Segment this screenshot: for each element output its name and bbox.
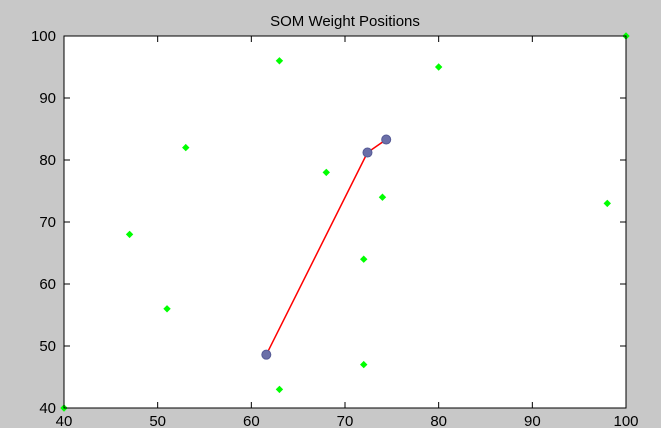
x-tick-label: 90	[524, 413, 541, 428]
input-point	[434, 63, 443, 71]
y-tick-label: 70	[39, 214, 56, 231]
input-point	[360, 255, 368, 263]
y-tick-label: 80	[39, 152, 56, 169]
weight-point	[362, 147, 373, 158]
y-tick-label: 100	[31, 28, 56, 45]
axis-layer: 40 50 60 70 80 90 100 40 50 60 70 80 90 100	[31, 28, 639, 428]
y-tick-label: 50	[39, 338, 56, 355]
weight-point	[261, 349, 272, 360]
x-tick-label: 80	[430, 413, 447, 428]
input-point	[275, 57, 284, 65]
input-point	[322, 168, 330, 177]
x-tick-label: 50	[149, 413, 166, 428]
input-point	[182, 143, 190, 152]
x-tick-label: 70	[337, 413, 354, 428]
input-point	[360, 360, 368, 369]
input-point	[275, 385, 284, 394]
input-point	[378, 193, 387, 201]
input-point	[603, 199, 611, 208]
input-point	[163, 305, 171, 313]
x-tick-label: 40	[56, 413, 73, 428]
points-layer	[60, 32, 630, 412]
x-tick-label: 100	[613, 413, 638, 428]
plot-area	[64, 36, 626, 408]
weight-point	[381, 134, 392, 145]
input-point	[125, 230, 134, 239]
y-tick-label: 40	[39, 400, 56, 417]
y-tick-label: 90	[39, 90, 56, 107]
x-tick-label: 60	[243, 413, 260, 428]
chart-title: SOM Weight Positions	[270, 13, 420, 30]
y-tick-label: 60	[39, 276, 56, 293]
